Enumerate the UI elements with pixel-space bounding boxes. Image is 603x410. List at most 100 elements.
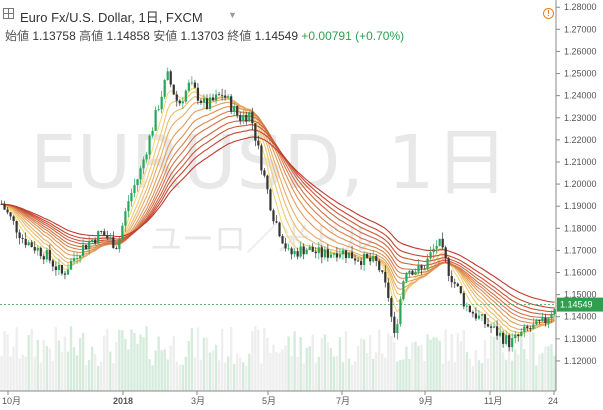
candle-body bbox=[308, 246, 311, 250]
y-axis[interactable]: 1.28000 1.27000 1.26000 1.25000 1.24000 1.230… bbox=[556, 2, 597, 366]
candle-body bbox=[435, 245, 438, 249]
volume-bar bbox=[121, 330, 124, 391]
candle-body bbox=[9, 212, 12, 217]
volume-bar bbox=[450, 333, 453, 391]
candle-body bbox=[6, 209, 9, 213]
candle-body bbox=[405, 272, 408, 282]
candle-body bbox=[115, 248, 118, 250]
volume-bar bbox=[245, 365, 248, 391]
volume-bar bbox=[27, 335, 30, 391]
volume-bar bbox=[308, 346, 311, 391]
candle-body bbox=[459, 286, 462, 294]
volume-bar bbox=[93, 354, 97, 391]
volume-bar bbox=[329, 348, 333, 391]
candle-body bbox=[381, 270, 384, 272]
volume-bar bbox=[423, 361, 426, 391]
candle-body bbox=[492, 326, 496, 328]
candle-body bbox=[269, 189, 272, 211]
volume-bar bbox=[526, 359, 529, 391]
candle-body bbox=[85, 244, 88, 250]
alert-icon[interactable]: ! bbox=[543, 8, 554, 19]
volume-bar bbox=[504, 359, 508, 391]
volume-bar bbox=[100, 361, 103, 391]
y-tick-label: 1.16000 bbox=[564, 268, 597, 278]
candle-body bbox=[498, 332, 502, 336]
volume-bar bbox=[465, 351, 469, 391]
candle-body bbox=[287, 248, 290, 250]
volume-bar bbox=[229, 326, 233, 391]
candle-body bbox=[121, 225, 124, 240]
volume-bar bbox=[251, 331, 254, 391]
candle-body bbox=[290, 248, 293, 255]
candle-body bbox=[175, 94, 178, 101]
volume-bar bbox=[507, 337, 511, 391]
volume-bar bbox=[0, 356, 3, 391]
candle-body bbox=[139, 168, 142, 180]
volume-bar bbox=[214, 344, 218, 391]
volume-bar bbox=[139, 334, 142, 391]
candle-body bbox=[420, 265, 423, 269]
candle-body bbox=[320, 247, 323, 258]
volume-bar bbox=[232, 363, 236, 391]
candle-body bbox=[166, 71, 169, 81]
volume-bar bbox=[15, 327, 18, 391]
volume-bar bbox=[226, 356, 230, 391]
candle-body bbox=[196, 87, 200, 101]
ema-ribbon-line bbox=[1, 90, 555, 336]
candle-body bbox=[220, 94, 224, 96]
candle-body bbox=[257, 140, 260, 146]
symbol-title[interactable]: Euro Fx/U.S. Dollar, 1日, FXCM bbox=[20, 10, 203, 25]
volume-bar bbox=[217, 360, 221, 391]
candle-body bbox=[511, 338, 514, 348]
candle-body bbox=[526, 326, 529, 329]
candle-body bbox=[63, 273, 67, 275]
low-value: 1.13703 bbox=[180, 29, 224, 43]
candle-body bbox=[302, 246, 305, 255]
candle-body bbox=[272, 210, 275, 222]
candle-body bbox=[233, 106, 236, 112]
candle-body bbox=[106, 235, 109, 239]
volume-bar bbox=[326, 342, 330, 391]
volume-bar bbox=[520, 334, 523, 391]
volume-bar bbox=[260, 363, 263, 391]
volume-bar bbox=[411, 342, 414, 391]
x-axis[interactable]: 10月 2018 3月 5月 7月 9月 11月 24 bbox=[2, 391, 558, 406]
ema-ribbon-line bbox=[1, 129, 555, 309]
candle-body bbox=[441, 238, 444, 248]
volume-bar bbox=[211, 350, 215, 391]
volume-bar bbox=[97, 365, 100, 391]
volume-bar bbox=[444, 329, 447, 391]
candle-body bbox=[263, 170, 266, 176]
close-label: 終値 bbox=[227, 29, 252, 43]
volume-bar bbox=[145, 326, 148, 391]
candle-body bbox=[356, 260, 360, 262]
grid-icon[interactable] bbox=[3, 8, 14, 19]
volume-bar bbox=[75, 355, 79, 391]
volume-bar bbox=[87, 360, 91, 391]
y-tick-label: 1.28000 bbox=[564, 2, 597, 12]
volume-bar bbox=[278, 352, 281, 391]
candle-body bbox=[278, 222, 281, 237]
candle-body bbox=[474, 313, 478, 319]
volume-layer bbox=[0, 326, 556, 391]
x-tick-label: 2018 bbox=[113, 396, 133, 406]
candle-body bbox=[462, 293, 465, 307]
volume-bar bbox=[441, 363, 444, 391]
volume-bar bbox=[529, 328, 532, 391]
volume-bar bbox=[335, 356, 339, 391]
volume-bar bbox=[187, 340, 191, 391]
candle-body bbox=[305, 249, 308, 255]
candle-body bbox=[60, 264, 64, 274]
candle-body bbox=[471, 312, 475, 314]
volume-bar bbox=[118, 329, 121, 391]
candle-body bbox=[199, 100, 203, 103]
y-tick-label: 1.14000 bbox=[564, 312, 597, 322]
x-tick-label: 9月 bbox=[419, 396, 433, 406]
candle-body bbox=[27, 242, 30, 246]
dropdown-caret-icon[interactable]: ▼ bbox=[228, 10, 237, 20]
candle-body bbox=[163, 80, 166, 97]
volume-bar bbox=[417, 345, 420, 391]
candle-body bbox=[30, 242, 33, 247]
volume-bar bbox=[193, 357, 197, 391]
